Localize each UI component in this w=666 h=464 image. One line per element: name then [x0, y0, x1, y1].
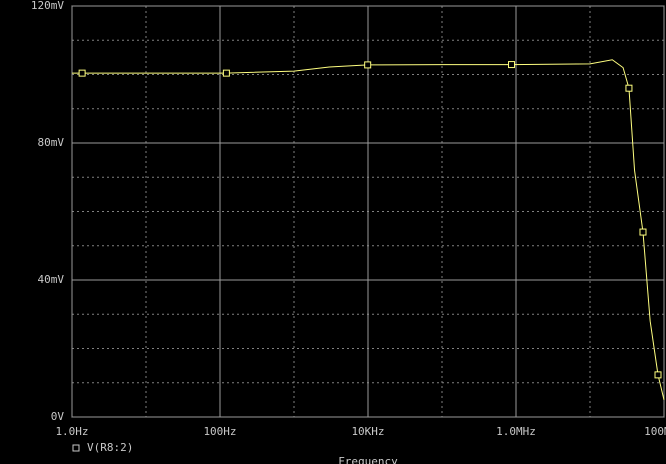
legend-marker	[72, 444, 80, 452]
legend-label: V(R8:2)	[87, 441, 133, 454]
data-marker	[639, 228, 647, 236]
x-tick-label: 100Hz	[203, 425, 236, 438]
y-tick-label: 0V	[51, 410, 65, 423]
data-marker	[654, 371, 662, 379]
x-tick-label: 100MHz	[644, 425, 666, 438]
y-tick-label: 120mV	[31, 0, 64, 12]
data-marker	[625, 84, 633, 92]
x-tick-label: 1.0MHz	[496, 425, 536, 438]
data-marker	[508, 61, 516, 69]
y-tick-label: 80mV	[38, 136, 65, 149]
x-tick-label: 1.0Hz	[55, 425, 88, 438]
series-line	[72, 59, 665, 400]
data-marker	[364, 61, 372, 69]
data-marker	[222, 69, 230, 77]
y-tick-label: 40mV	[38, 273, 65, 286]
x-tick-label: 10KHz	[351, 425, 384, 438]
x-axis-label: Frequency	[338, 455, 398, 464]
data-marker	[78, 69, 86, 77]
